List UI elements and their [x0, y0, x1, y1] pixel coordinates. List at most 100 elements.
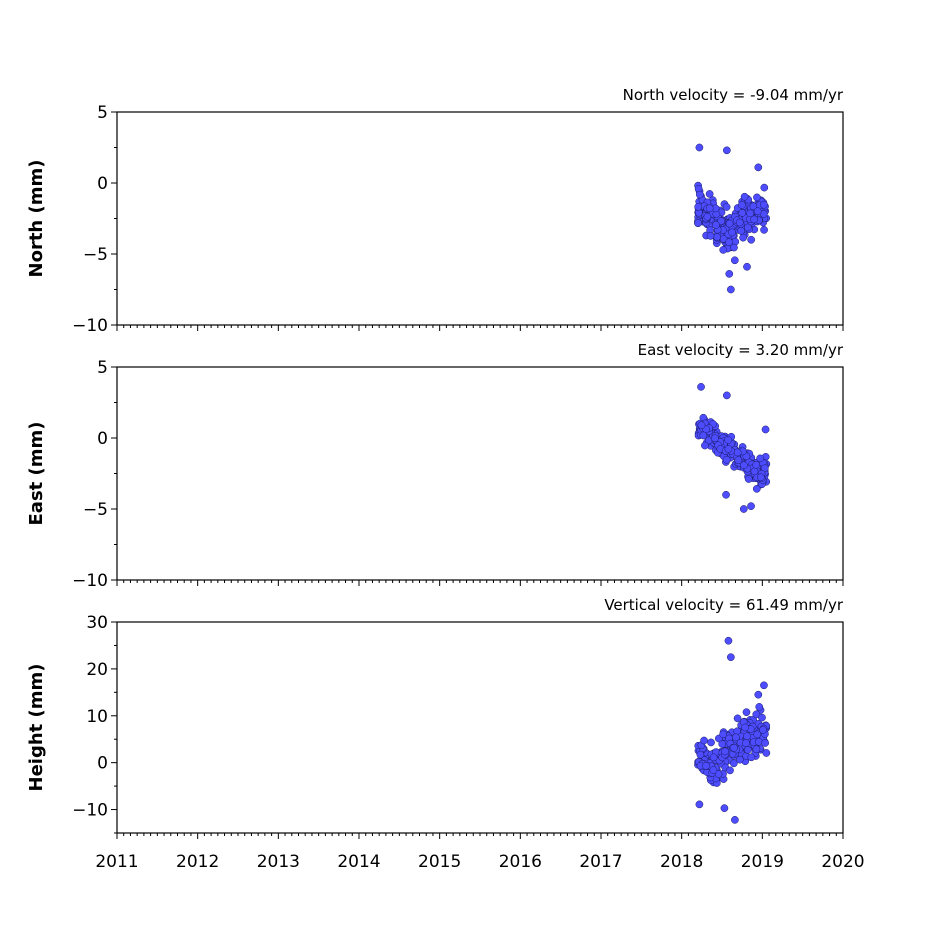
y-tick-label: 5: [97, 358, 108, 378]
data-point: [732, 733, 740, 742]
data-point: [743, 262, 751, 271]
data-point: [760, 681, 768, 690]
plot-frame: [116, 621, 844, 834]
data-point: [752, 745, 761, 754]
y-tick-label: −5: [83, 245, 108, 265]
x-tick-label: 2011: [95, 852, 138, 872]
data-point: [734, 456, 743, 465]
y-axis-label: Height (mm): [26, 664, 47, 792]
data-point: [759, 726, 767, 734]
data-point: [724, 636, 733, 645]
data-point: [718, 740, 727, 748]
panel-2: 5 0 −5 −10 East (mm) East velocity = 3.20 mm/…: [26, 341, 844, 591]
data-point: [694, 202, 703, 211]
data-point: [722, 455, 731, 464]
data-point: [742, 708, 751, 717]
x-tick-label: 2017: [579, 852, 622, 872]
x-tick-label: 2016: [499, 852, 542, 872]
data-point: [733, 714, 742, 723]
data-point: [722, 203, 731, 211]
data-point: [722, 391, 731, 400]
data-point: [725, 270, 734, 278]
data-point: [740, 192, 749, 201]
data-point: [707, 738, 715, 747]
x-tick-label: 2015: [418, 852, 461, 872]
data-point: [730, 243, 738, 252]
data-point: [712, 221, 720, 229]
data-point: [705, 190, 714, 198]
data-point: [752, 710, 761, 719]
data-point: [743, 732, 751, 741]
data-point: [754, 737, 763, 746]
y-axis-label: East (mm): [26, 422, 47, 526]
data-point: [726, 766, 734, 775]
data-point: [695, 143, 704, 152]
panel-title: Vertical velocity = 61.49 mm/yr: [604, 596, 844, 614]
x-tick-label: 2014: [337, 852, 380, 872]
data-point: [744, 475, 753, 483]
data-point: [697, 421, 706, 430]
data-point: [750, 467, 759, 476]
data-point: [739, 233, 747, 242]
panel-1: 5 0 −5 −10 North (mm) North velocity = -9.04 …: [26, 86, 844, 336]
data-point: [747, 753, 756, 762]
data-point: [697, 383, 705, 391]
data-point: [753, 193, 761, 202]
data-point: [755, 703, 764, 711]
y-tick-label: −5: [83, 500, 108, 520]
data-point: [722, 146, 731, 155]
data-point: [738, 209, 747, 217]
data-point: [738, 201, 746, 209]
data-point: [739, 505, 748, 513]
data-point: [747, 502, 755, 511]
data-point: [740, 461, 748, 470]
data-point: [752, 484, 761, 493]
data-point: [694, 219, 702, 227]
panel-3: 30 20 10 0 −10 2011 2012 2013 2014 2015 2016 2017 20…: [26, 596, 865, 872]
scatter-points: [694, 383, 771, 513]
data-point: [736, 755, 744, 764]
data-point: [741, 723, 750, 732]
x-tick-label: 2012: [176, 852, 219, 872]
data-point: [730, 744, 738, 752]
data-point: [695, 800, 704, 809]
data-point: [713, 233, 721, 241]
y-tick-label: 10: [86, 707, 108, 727]
data-point: [706, 232, 715, 240]
data-point: [762, 749, 771, 757]
data-point: [753, 207, 762, 216]
data-point: [705, 204, 714, 213]
data-point: [724, 436, 733, 444]
y-tick-label: 0: [97, 429, 108, 449]
data-point: [722, 490, 730, 499]
data-point: [695, 190, 704, 199]
data-point: [737, 226, 745, 235]
data-point: [761, 425, 770, 434]
scatter-points: [694, 143, 771, 294]
x-tick-label: 2013: [257, 852, 300, 872]
plot-frame: [116, 366, 844, 581]
data-point: [719, 246, 728, 254]
data-point: [725, 219, 734, 228]
data-point: [753, 730, 762, 739]
data-point: [756, 473, 765, 482]
data-point: [728, 228, 736, 237]
x-tick-label: 2018: [660, 852, 703, 872]
data-point: [754, 163, 763, 172]
data-point: [709, 766, 718, 774]
data-point: [725, 238, 733, 247]
data-point: [719, 730, 728, 739]
data-point: [760, 200, 768, 209]
y-tick-label: 0: [97, 754, 108, 774]
data-point: [727, 285, 735, 294]
data-point: [717, 217, 725, 226]
data-point: [758, 713, 766, 722]
y-tick-label: 5: [97, 103, 108, 123]
data-point: [702, 761, 710, 770]
data-point: [747, 235, 756, 244]
data-point: [746, 209, 755, 218]
data-point: [754, 690, 763, 699]
data-point: [735, 218, 744, 227]
data-point: [760, 226, 768, 234]
